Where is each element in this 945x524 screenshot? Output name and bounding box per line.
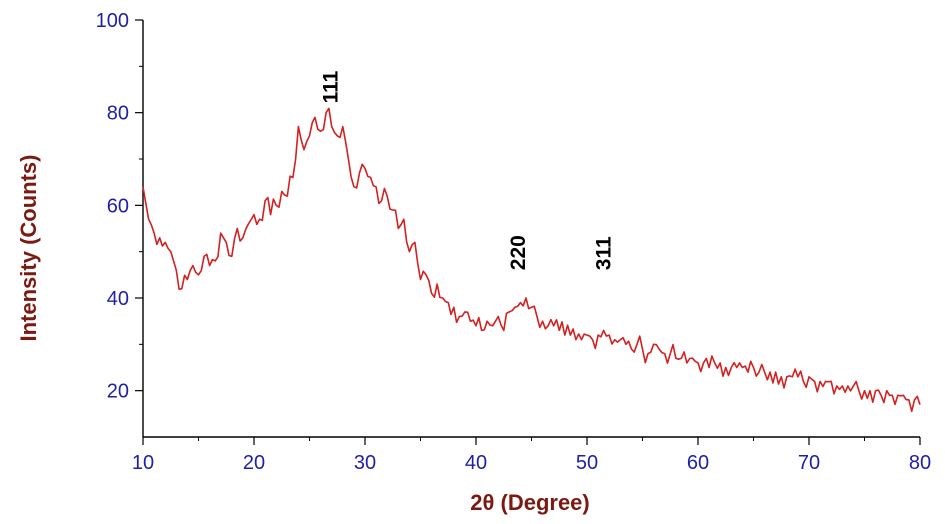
x-axis-title: 2θ (Degree) — [470, 490, 590, 515]
x-tick-label: 20 — [243, 452, 265, 474]
peak-label-311: 311 — [593, 236, 616, 270]
y-axis-title: Intensity (Counts) — [16, 155, 41, 342]
x-tick-label: 80 — [909, 452, 931, 474]
ticks — [135, 19, 921, 445]
x-tick-label: 50 — [576, 452, 598, 474]
y-tick-label: 60 — [107, 195, 129, 217]
y-tick-label: 40 — [107, 288, 129, 310]
x-tick-label: 10 — [132, 452, 154, 474]
peak-label-220: 220 — [507, 235, 530, 270]
tick-labels: 10 20 30 40 50 60 70 80 20 40 60 80 100 — [96, 10, 932, 474]
x-tick-label: 70 — [798, 452, 820, 474]
y-tick-label: 80 — [107, 103, 129, 125]
x-tick-label: 30 — [354, 452, 376, 474]
peak-annotations: 111 220 311 — [320, 70, 616, 270]
y-tick-label: 20 — [107, 381, 129, 403]
peak-label-111: 111 — [320, 70, 343, 103]
xrd-series-line — [142, 107, 921, 413]
axes — [142, 20, 920, 438]
x-tick-label: 60 — [687, 452, 709, 474]
x-tick-label: 40 — [465, 452, 487, 474]
y-tick-label: 100 — [96, 10, 129, 32]
